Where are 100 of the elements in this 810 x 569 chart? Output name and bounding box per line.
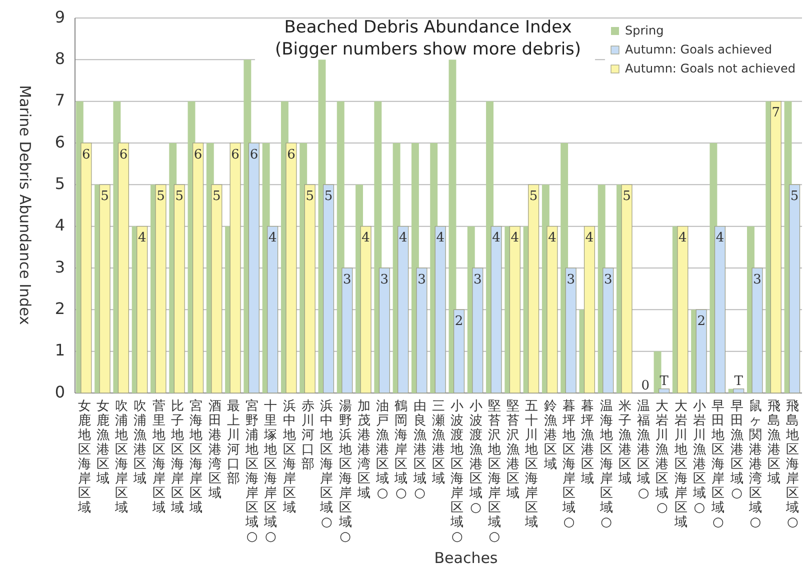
category-label: 十里塚地区海岸区域○	[264, 399, 278, 544]
x-tick-label: 油戸漁港区域○	[375, 399, 390, 501]
bar	[378, 268, 390, 394]
bar	[677, 226, 688, 394]
x-tick-label: 女鹿漁港区域	[95, 399, 110, 486]
bar	[416, 268, 428, 394]
bar	[654, 351, 662, 393]
bar	[434, 226, 446, 394]
data-label: 5	[212, 189, 221, 204]
y-tick-label: 8	[54, 49, 66, 68]
data-label: 3	[474, 272, 482, 288]
bar	[323, 184, 334, 394]
data-label: 3	[604, 272, 612, 288]
bar	[528, 184, 540, 394]
bar	[584, 226, 596, 394]
bar	[230, 142, 241, 394]
bar	[80, 142, 92, 394]
x-tick-label: 堅苔沢漁港区域	[506, 399, 520, 501]
data-label: 4	[398, 230, 408, 246]
data-label: 3	[380, 272, 389, 288]
category-label: 湯野浜地区海岸区域○	[338, 399, 352, 544]
bar	[621, 184, 632, 394]
data-label: 5	[790, 189, 799, 204]
x-tick-label: 米子漁港区域	[617, 399, 632, 486]
y-tick-label: 9	[54, 7, 66, 26]
y-tick-label: 3	[54, 257, 66, 276]
category-label: 早田地区海岸区域○	[712, 399, 725, 530]
y-axis-title: Marine Debris Abundance Index	[16, 85, 34, 325]
legend-label: Autumn: Goals not achieved	[625, 61, 796, 76]
data-label: 3	[753, 272, 762, 288]
bar	[565, 268, 576, 394]
y-tick-label: 7	[54, 90, 66, 110]
data-label: 6	[231, 147, 240, 162]
y-tick-label: 5	[54, 174, 66, 194]
bar	[453, 309, 465, 394]
bar	[360, 226, 372, 394]
bar	[789, 184, 800, 394]
data-label: 2	[454, 314, 464, 330]
x-tick-label: 温福漁港区域○	[636, 399, 650, 501]
bar	[770, 101, 782, 394]
x-tick-label: 比子地区海岸区域	[170, 399, 184, 516]
data-label: 4	[716, 230, 724, 246]
x-tick-label: 小岩川漁港区域○	[692, 399, 706, 516]
x-tick-label: 宮海地区海岸区域	[188, 398, 203, 516]
data-label: 5	[529, 189, 538, 204]
bar	[267, 226, 278, 394]
y-tick-label: 6	[54, 132, 66, 152]
data-label: 6	[287, 147, 296, 162]
category-label: 堅苔沢地区海岸区域○	[488, 399, 501, 544]
bar	[192, 142, 204, 394]
data-label: 5	[306, 189, 314, 204]
x-tick-label: 鶴岡海岸区域○	[394, 399, 408, 501]
x-tick-label: 大岩川漁港区域○	[654, 399, 669, 516]
x-tick-label: 由良漁港区域○	[412, 399, 426, 501]
bar	[509, 226, 520, 394]
data-label: 0	[641, 378, 650, 394]
category-label: 大岩川地区海岸区域	[674, 399, 688, 530]
data-label: 6	[194, 147, 202, 162]
bar	[99, 184, 110, 394]
data-label: 4	[436, 230, 445, 246]
bar	[118, 142, 129, 394]
x-tick-label: 暮坪漁港区域	[580, 399, 594, 486]
bar	[546, 226, 558, 394]
data-label: 4	[510, 230, 520, 246]
data-label: 3	[566, 272, 575, 288]
x-tick-label: 飛島漁港区域	[766, 399, 781, 486]
x-tick-label: 吹浦漁港区域	[132, 399, 147, 486]
x-tick-label: 最上川河口部	[226, 399, 240, 486]
y-tick-label: 0	[54, 382, 66, 402]
x-tick-label: 浜中地区海岸区域	[282, 399, 296, 516]
category-label: 温海地区海岸区域○	[600, 399, 613, 530]
data-label: 4	[678, 230, 687, 246]
chart-title: Beached Debris Abundance Index	[284, 18, 572, 38]
x-axis-title: Beaches	[434, 549, 498, 567]
data-label: 4	[548, 230, 556, 246]
data-label: 5	[324, 189, 333, 204]
data-label: 2	[697, 314, 706, 330]
data-label: 4	[585, 230, 594, 246]
bar	[211, 184, 222, 394]
bar	[304, 184, 316, 394]
bar	[342, 268, 353, 394]
bar	[248, 142, 260, 394]
data-label: 4	[362, 230, 370, 246]
bar	[752, 268, 763, 394]
legend-label: Spring	[625, 23, 664, 38]
bar	[472, 268, 484, 394]
data-label: 3	[343, 272, 352, 288]
x-tick-label: 小波渡漁港区域○	[468, 399, 482, 516]
data-label: 5	[622, 189, 631, 204]
y-tick-label: 1	[54, 340, 66, 360]
x-tick-label: 鈴漁港区域	[542, 399, 557, 472]
legend-label: Autumn: Goals achieved	[625, 42, 772, 56]
category-label: 浜中地区海岸区域○	[320, 399, 334, 530]
data-label: 5	[175, 189, 184, 204]
bar	[696, 309, 707, 394]
x-tick-label: 吹浦地区海岸区域	[114, 399, 128, 516]
data-label: 3	[418, 272, 426, 288]
x-tick-label: 赤川河口部	[302, 399, 315, 472]
bar	[714, 226, 726, 394]
bar	[174, 184, 185, 394]
